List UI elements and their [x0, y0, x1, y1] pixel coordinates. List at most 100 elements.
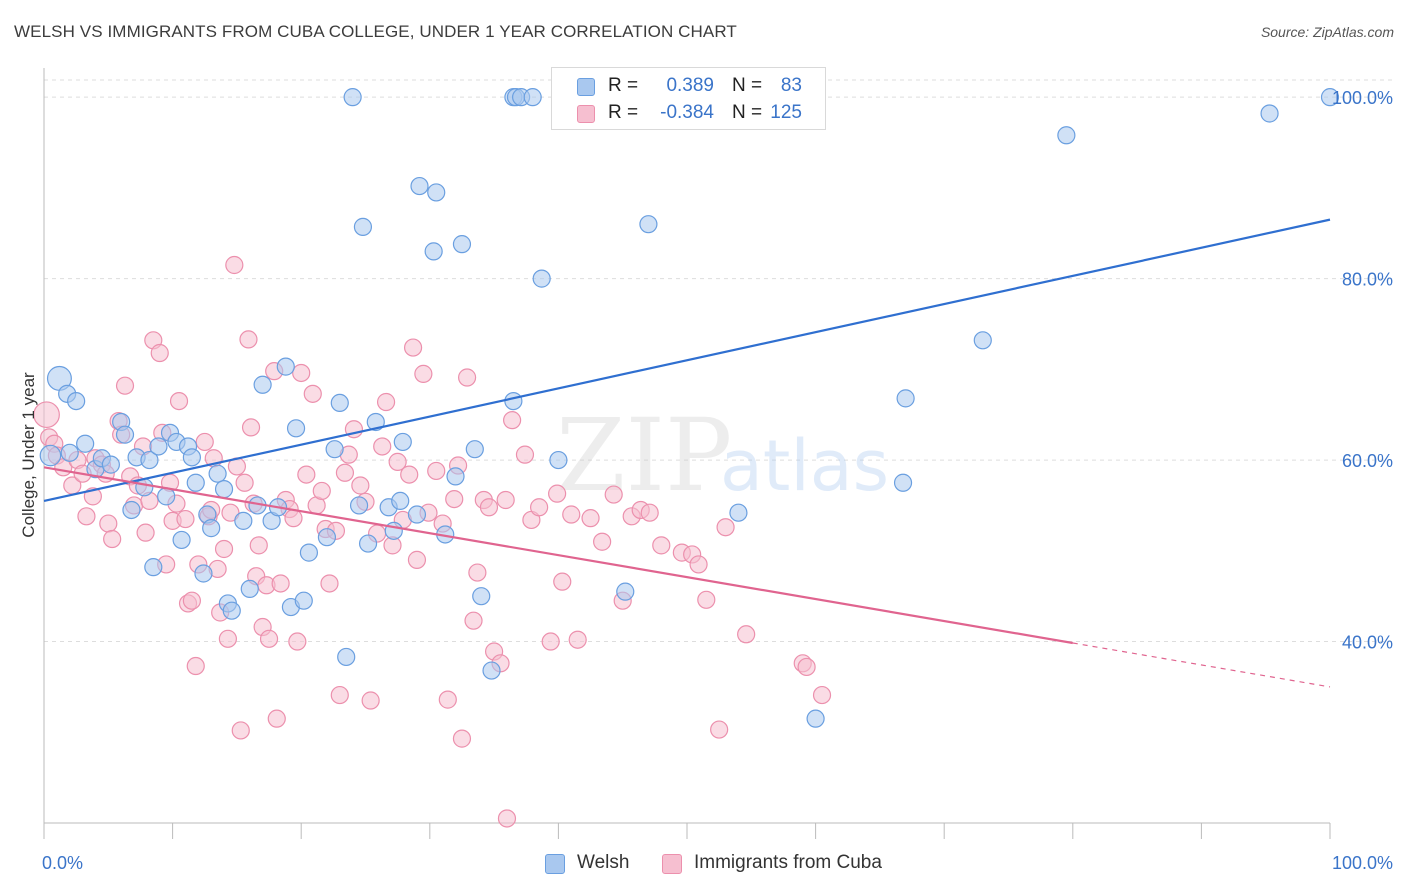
cuba-point: [214, 539, 234, 559]
welsh-point: [60, 443, 79, 462]
r-label: R =: [608, 75, 639, 96]
cuba-point: [496, 490, 515, 510]
cuba-point: [373, 437, 392, 456]
chart-title: WELSH VS IMMIGRANTS FROM CUBA COLLEGE, U…: [14, 22, 737, 41]
cuba-point: [689, 555, 708, 574]
welsh-point: [424, 242, 443, 261]
cuba-point: [231, 721, 250, 740]
welsh-point: [349, 496, 369, 515]
welsh-point: [358, 534, 378, 553]
series-cuba-points: [33, 255, 832, 828]
cuba-point: [562, 505, 581, 524]
cuba-legend-swatch: [662, 854, 682, 874]
welsh-point: [896, 389, 915, 408]
cuba-point: [438, 690, 457, 709]
welsh-point: [194, 564, 213, 583]
welsh-point: [330, 393, 349, 413]
n-label: N =: [732, 75, 763, 96]
cuba-point: [479, 498, 499, 517]
cuba-point: [376, 392, 396, 412]
cuba-point: [797, 657, 816, 677]
cuba-point: [218, 629, 237, 648]
series-legend: Welsh Immigrants from Cuba: [0, 852, 1406, 878]
welsh-point: [616, 582, 635, 601]
cuba-point: [292, 363, 311, 383]
cuba-point: [33, 401, 60, 429]
welsh-point: [149, 437, 168, 456]
welsh-point: [208, 464, 227, 483]
cuba-point: [312, 481, 331, 501]
cuba-point: [335, 463, 355, 482]
welsh-point: [452, 235, 472, 254]
cuba-point: [697, 590, 716, 609]
welsh-point: [384, 521, 403, 540]
welsh-point: [76, 434, 95, 453]
r-value-welsh: 0.389: [666, 75, 714, 96]
welsh-point: [299, 543, 319, 562]
welsh-point: [276, 357, 295, 376]
cuba-point: [271, 574, 290, 593]
welsh-point: [973, 331, 992, 350]
cuba-point: [150, 343, 169, 363]
stats-row-cuba: R = -0.384 N = 125: [552, 102, 825, 130]
watermark: ZIP atlas: [556, 397, 889, 514]
welsh-point: [472, 587, 491, 606]
cuba-point: [388, 452, 407, 471]
welsh-point: [222, 601, 241, 620]
y-tick-label: 100.0%: [1332, 88, 1393, 108]
welsh-point: [101, 455, 120, 474]
cuba-point: [716, 518, 735, 537]
welsh-point: [202, 519, 221, 538]
welsh-point: [67, 391, 86, 411]
cuba-point: [136, 523, 155, 542]
cuba-point: [259, 629, 279, 648]
y-tick-label: 40.0%: [1342, 633, 1393, 653]
cuba-point: [351, 476, 370, 495]
cuba-point: [515, 445, 535, 464]
welsh-point: [325, 440, 344, 459]
n-value-welsh: 83: [780, 75, 802, 96]
welsh-point: [286, 419, 306, 438]
cuba-point: [427, 461, 446, 481]
cuba-point: [169, 391, 189, 411]
cuba-point: [568, 630, 587, 649]
cuba-point: [604, 485, 623, 504]
cuba-point: [297, 465, 316, 484]
welsh-point: [410, 176, 429, 196]
welsh-point: [157, 487, 176, 506]
welsh-point: [253, 375, 272, 394]
cuba-point: [400, 465, 419, 484]
legend-label-welsh: Welsh: [577, 852, 630, 873]
welsh-point: [465, 440, 484, 459]
welsh-point: [144, 558, 163, 577]
welsh-point: [391, 491, 410, 511]
cuba-point: [407, 550, 427, 569]
welsh-point: [806, 709, 825, 728]
welsh-point: [115, 425, 135, 444]
cuba-swatch: [577, 105, 595, 123]
n-label: N =: [732, 102, 763, 123]
welsh-point: [549, 450, 568, 470]
cuba-point: [503, 411, 522, 430]
cuba-point: [330, 685, 349, 705]
cuba-point: [221, 503, 240, 522]
y-axis-label: College, Under 1 year: [19, 372, 38, 538]
welsh-point: [893, 473, 913, 492]
welsh-point: [393, 432, 412, 452]
cuba-point: [710, 720, 729, 739]
welsh-point: [214, 480, 234, 499]
cuba-point: [115, 376, 135, 395]
cuba-point: [737, 625, 756, 644]
tick-labels: 40.0% 60.0% 80.0% 100.0% 0.0% 100.0%: [42, 88, 1393, 873]
welsh-point: [337, 647, 356, 667]
welsh-point: [294, 591, 313, 610]
stats-legend: R = 0.389 N = 83 R = -0.384 N = 125: [551, 67, 826, 130]
r-label: R =: [608, 102, 639, 123]
welsh-point: [234, 511, 253, 530]
cuba-point: [99, 514, 118, 533]
cuba-point: [548, 484, 567, 503]
welsh-swatch: [577, 78, 595, 96]
welsh-point: [122, 500, 141, 520]
cuba-point: [361, 691, 380, 710]
welsh-point: [523, 88, 542, 107]
